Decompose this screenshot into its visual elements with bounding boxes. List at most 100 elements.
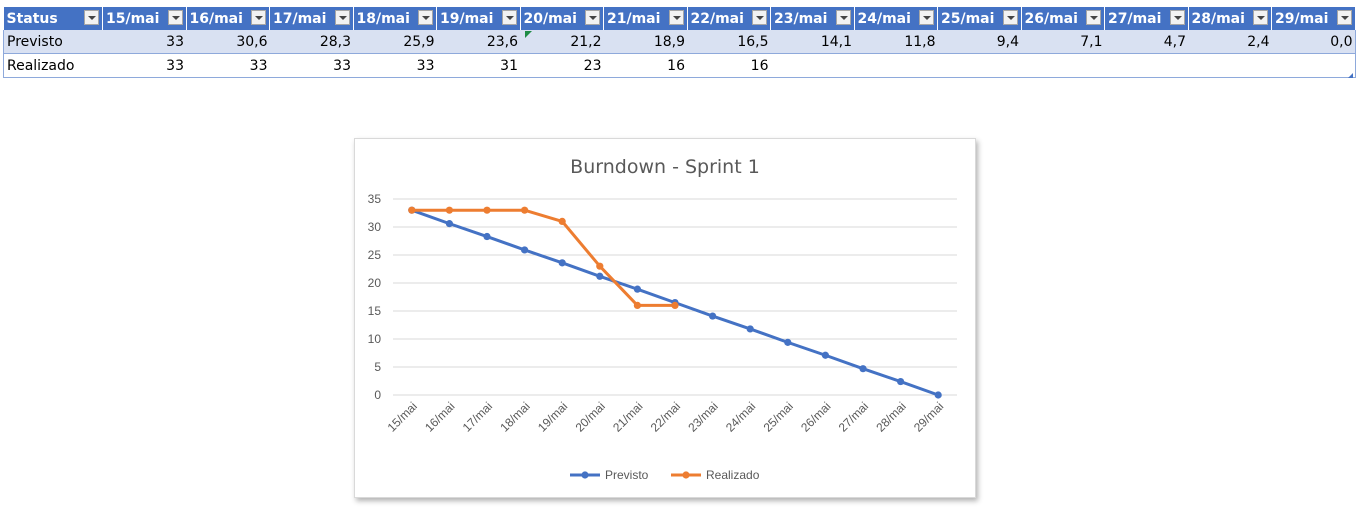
legend-label: Previsto — [605, 468, 649, 482]
value-cell[interactable]: 33 — [102, 30, 186, 54]
data-point — [408, 206, 416, 214]
value-cell[interactable]: 16,5 — [687, 30, 771, 54]
filter-dropdown-icon[interactable] — [84, 10, 99, 25]
header-date-label: 20/mai — [523, 10, 577, 27]
value-cell[interactable] — [1104, 53, 1188, 78]
filter-dropdown-icon[interactable] — [167, 10, 183, 25]
filter-dropdown-icon[interactable] — [752, 10, 767, 25]
row-label-cell[interactable]: Previsto — [3, 30, 103, 54]
data-point — [596, 272, 604, 280]
header-date-label: 15/mai — [106, 10, 160, 27]
row-label-cell[interactable]: Realizado — [3, 53, 103, 78]
header-date[interactable]: 26/mai — [1021, 7, 1105, 30]
header-date-label: 18/mai — [356, 10, 410, 27]
x-tick-label: 25/mai — [761, 399, 796, 434]
value-cell[interactable]: 4,7 — [1104, 30, 1188, 54]
table-row: Previsto 33 30,6 28,3 25,9 23,6 21,2 18,9 16,5 14… — [3, 30, 1356, 54]
data-point — [784, 338, 792, 346]
value-cell[interactable]: 31 — [436, 53, 520, 78]
header-date[interactable]: 29/mai — [1271, 7, 1356, 30]
value-cell[interactable] — [1021, 53, 1105, 78]
value-cell[interactable] — [1188, 53, 1272, 78]
header-date[interactable]: 25/mai — [937, 7, 1022, 30]
data-point — [483, 232, 491, 241]
table-resize-handle[interactable] — [1348, 73, 1353, 78]
value-cell[interactable]: 16 — [603, 53, 687, 78]
header-date-label: 16/mai — [189, 10, 243, 27]
filter-dropdown-icon[interactable] — [1253, 10, 1268, 25]
filter-dropdown-icon[interactable] — [668, 10, 684, 25]
value-cell[interactable]: 11,8 — [854, 30, 938, 54]
header-date[interactable]: 23/mai — [770, 7, 855, 30]
legend-marker — [581, 471, 589, 479]
value-cell[interactable]: 7,1 — [1021, 30, 1105, 54]
legend-marker — [682, 471, 690, 479]
value-cell[interactable] — [854, 53, 938, 78]
filter-dropdown-icon[interactable] — [251, 10, 266, 25]
burndown-chart[interactable]: Burndown - Sprint 1 0 5 10 15 20 25 30 35 15/mai 1… — [354, 138, 976, 498]
header-date-label: 22/mai — [690, 10, 744, 27]
header-date[interactable]: 28/mai — [1188, 7, 1272, 30]
filter-dropdown-icon[interactable] — [835, 10, 851, 25]
value-cell[interactable] — [770, 53, 854, 78]
header-date[interactable]: 20/mai — [520, 7, 604, 30]
value-cell[interactable]: 2,4 — [1188, 30, 1272, 54]
value-cell[interactable]: 33 — [186, 53, 270, 78]
x-tick-label: 23/mai — [685, 399, 720, 434]
value-cell[interactable]: 14,1 — [770, 30, 854, 54]
status-table: Status 15/mai 16/mai 17/mai 18/mai 19/mai 20/… — [3, 7, 1356, 78]
header-date[interactable]: 19/mai — [436, 7, 521, 30]
y-tick-label: 10 — [368, 332, 382, 346]
filter-dropdown-icon[interactable] — [501, 10, 517, 25]
value-cell[interactable]: 23 — [520, 53, 604, 78]
value-cell[interactable] — [937, 53, 1021, 78]
value-cell[interactable]: 30,6 — [186, 30, 270, 54]
value-cell[interactable]: 33 — [269, 53, 353, 78]
header-date[interactable]: 15/mai — [102, 7, 187, 30]
header-date[interactable]: 27/mai — [1104, 7, 1189, 30]
data-point — [558, 259, 566, 267]
x-tick-label: 15/mai — [385, 399, 420, 434]
header-date[interactable]: 21/mai — [603, 7, 688, 30]
filter-dropdown-icon[interactable] — [418, 10, 433, 25]
x-tick-label: 18/mai — [497, 399, 532, 434]
header-status[interactable]: Status — [3, 7, 103, 30]
value-cell[interactable]: 0,0 — [1271, 30, 1356, 54]
data-point — [934, 391, 942, 399]
value-cell[interactable]: 9,4 — [937, 30, 1021, 54]
value-cell[interactable]: 25,9 — [353, 30, 437, 54]
header-status-label: Status — [6, 10, 58, 27]
filter-dropdown-icon[interactable] — [334, 10, 350, 25]
value-cell[interactable]: 18,9 — [603, 30, 687, 54]
data-point — [445, 206, 453, 214]
y-tick-label: 20 — [368, 276, 382, 290]
value-cell[interactable] — [1271, 53, 1356, 78]
header-date[interactable]: 24/mai — [854, 7, 938, 30]
header-date[interactable]: 22/mai — [687, 7, 771, 30]
filter-dropdown-icon[interactable] — [585, 10, 600, 25]
filter-dropdown-icon[interactable] — [1086, 10, 1101, 25]
value-cell[interactable]: 33 — [353, 53, 437, 78]
filter-dropdown-icon[interactable] — [919, 10, 934, 25]
table-row: Realizado 33 33 33 33 31 23 16 16 — [3, 53, 1356, 78]
value-cell[interactable]: 16 — [687, 53, 771, 78]
x-tick-label: 26/mai — [798, 399, 833, 434]
value-cell[interactable]: 23,6 — [436, 30, 520, 54]
value-cell[interactable]: 33 — [102, 53, 186, 78]
comment-indicator-icon — [525, 31, 532, 38]
data-point — [746, 325, 754, 333]
header-date[interactable]: 18/mai — [353, 7, 437, 30]
data-point — [521, 206, 529, 214]
value-cell[interactable]: 21,2 — [520, 30, 604, 54]
data-point — [633, 285, 641, 293]
series-line-realizado — [410, 208, 677, 307]
value-cell[interactable]: 28,3 — [269, 30, 353, 54]
header-date[interactable]: 17/mai — [269, 7, 354, 30]
header-date[interactable]: 16/mai — [186, 7, 270, 30]
filter-dropdown-icon[interactable] — [1002, 10, 1018, 25]
filter-dropdown-icon[interactable] — [1336, 10, 1352, 25]
filter-dropdown-icon[interactable] — [1169, 10, 1185, 25]
legend-label: Realizado — [706, 468, 760, 482]
x-tick-label: 20/mai — [573, 399, 608, 434]
x-tick-label: 29/mai — [911, 399, 946, 434]
